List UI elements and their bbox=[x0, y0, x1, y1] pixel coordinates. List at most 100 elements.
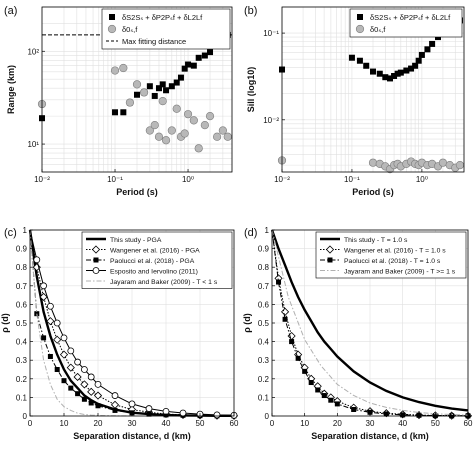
x-tick-label: 10⁻¹ bbox=[344, 175, 360, 184]
y-tick-label: 1 bbox=[23, 226, 28, 235]
y-axis-label: Range (km) bbox=[6, 65, 16, 114]
legend-label: Jayaram and Baker (2009) - T < 1 s bbox=[110, 279, 218, 286]
data-point bbox=[129, 410, 135, 416]
data-point bbox=[168, 83, 175, 90]
axes-frame bbox=[281, 6, 465, 173]
axes-frame bbox=[41, 6, 233, 173]
legend-marker bbox=[355, 24, 365, 34]
data-point bbox=[66, 363, 75, 372]
y-tick-label: 0 bbox=[23, 412, 28, 421]
data-point bbox=[158, 97, 167, 106]
legend-label: δ0ₛ,f bbox=[122, 25, 138, 34]
x-tick-label: 30 bbox=[366, 419, 375, 428]
data-point bbox=[383, 411, 389, 417]
data-point bbox=[163, 87, 170, 94]
data-point bbox=[370, 68, 376, 75]
x-tick-label: 50 bbox=[196, 419, 205, 428]
data-point bbox=[356, 57, 363, 64]
data-point bbox=[134, 91, 140, 98]
x-tick-label: 60 bbox=[230, 419, 239, 428]
y-tick-label: 0.2 bbox=[258, 375, 270, 384]
tick-labels: 0 10 20 30 40 50 60 0 0.1 0.2 0.3 0.4 0.5 0.6 0.7 0.8 0.… bbox=[16, 226, 239, 428]
chart-d: (d) 0 10 20 30 40 50 60 0 0.1 0.2 0.3 0.4 0.5 0.6 0.7 0.… bbox=[242, 226, 473, 441]
legend-box bbox=[315, 231, 467, 279]
data-point bbox=[386, 75, 393, 82]
data-point bbox=[155, 85, 162, 92]
legend-label: Max fitting distance bbox=[122, 37, 186, 46]
y-tick-label: 0.6 bbox=[258, 300, 270, 309]
data-point bbox=[128, 400, 136, 408]
legend-label: δ0ₛ,f bbox=[370, 25, 386, 34]
data-point bbox=[328, 397, 334, 403]
legend-marker bbox=[327, 257, 333, 263]
panel-label-d: (d) bbox=[244, 227, 257, 239]
data-point bbox=[429, 40, 436, 47]
data-point bbox=[146, 83, 153, 90]
x-tick-label: 20 bbox=[333, 419, 342, 428]
data-point bbox=[189, 116, 198, 125]
y-tick-label: 10⁻¹ bbox=[263, 29, 279, 38]
data-point bbox=[60, 334, 68, 342]
legend-label: This study - PGA bbox=[110, 237, 162, 244]
y-tick-label: 0.5 bbox=[16, 319, 28, 328]
data-point bbox=[394, 70, 401, 77]
y-tick-label: 0.4 bbox=[16, 338, 28, 347]
data-point bbox=[295, 355, 301, 361]
data-point bbox=[40, 282, 47, 290]
data-point bbox=[111, 392, 119, 399]
data-point bbox=[213, 411, 221, 419]
legend-label: Paolucci et al. (2018) - PGA bbox=[110, 258, 195, 265]
legend-label: δS2Sₛ + δP2Pₛf + δL2Lf bbox=[370, 13, 451, 22]
data-point bbox=[88, 400, 94, 406]
data-point bbox=[412, 62, 419, 69]
data-point bbox=[205, 112, 215, 121]
data-point bbox=[391, 73, 398, 80]
x-tick-label: 10⁻¹ bbox=[107, 175, 123, 184]
data-point bbox=[33, 256, 41, 264]
data-point bbox=[195, 54, 202, 61]
y-tick-label: 0.1 bbox=[258, 393, 270, 402]
data-point bbox=[145, 126, 154, 135]
data-point bbox=[418, 51, 425, 58]
data-point bbox=[73, 372, 82, 382]
data-point bbox=[276, 279, 282, 285]
data-point bbox=[223, 132, 232, 141]
y-axis-label: ρ (d) bbox=[0, 313, 10, 333]
data-point bbox=[334, 401, 340, 407]
data-point bbox=[363, 62, 370, 69]
data-point bbox=[177, 74, 184, 81]
x-axis-label: Separation distance, d (km) bbox=[73, 431, 191, 441]
x-tick-label: 10⁰ bbox=[182, 175, 194, 184]
legend-label: Paolucci et al. (2018) - T = 1.0 s bbox=[344, 258, 441, 265]
tick-labels: 10⁻² 10⁻¹ 10⁰ 10⁻² 10⁻¹ bbox=[263, 29, 428, 184]
y-tick-label: 0.5 bbox=[258, 319, 270, 328]
y-tick-label: 10¹ bbox=[27, 140, 39, 149]
legend-label: This study - T = 1.0 s bbox=[344, 237, 408, 244]
legend: This study - PGA Wangener et al. (2016) -… bbox=[81, 231, 233, 289]
data-point bbox=[74, 358, 81, 366]
legend-label: δS2Sₛ + δP2Pₛf + δL2Lf bbox=[122, 13, 203, 22]
data-point bbox=[119, 63, 128, 73]
data-point bbox=[207, 49, 214, 56]
legend-marker bbox=[93, 257, 99, 263]
y-tick-label: 0.1 bbox=[16, 393, 28, 402]
data-point bbox=[397, 69, 404, 76]
data-point bbox=[351, 406, 357, 412]
data-point bbox=[348, 54, 355, 61]
y-tick-label: 0.9 bbox=[16, 245, 28, 254]
data-point bbox=[200, 121, 209, 130]
series-line bbox=[270, 229, 469, 412]
data-point bbox=[185, 61, 192, 68]
chart-c: (c) 0 10 20 30 40 50 60 0 0.1 0.2 0.3 0.4 0.5 0.6 0.7 0.… bbox=[0, 226, 239, 441]
legend: δS2Sₛ + δP2Pₛf + δL2Lf δ0ₛ,f bbox=[349, 8, 463, 38]
data-point bbox=[112, 407, 118, 413]
data-point bbox=[81, 366, 88, 373]
data-point bbox=[218, 126, 227, 135]
data-point bbox=[376, 70, 383, 77]
data-point bbox=[408, 65, 415, 72]
legend-marker bbox=[91, 245, 101, 254]
legend: This study - T = 1.0 s Wangener et al. (2… bbox=[315, 231, 467, 279]
x-tick-label: 20 bbox=[94, 419, 103, 428]
y-tick-label: 0.4 bbox=[258, 338, 270, 347]
x-tick-label: 10⁻² bbox=[274, 175, 290, 184]
